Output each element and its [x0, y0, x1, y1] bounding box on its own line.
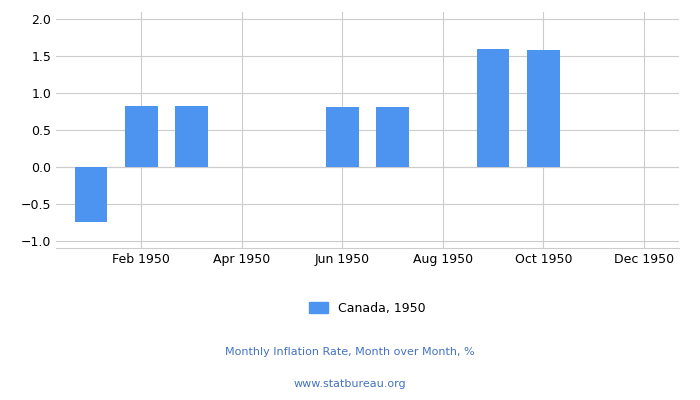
Bar	[377, 107, 409, 167]
Text: Monthly Inflation Rate, Month over Month, %: Monthly Inflation Rate, Month over Month…	[225, 347, 475, 357]
Bar	[477, 49, 510, 167]
Bar	[75, 167, 108, 222]
Legend: Canada, 1950: Canada, 1950	[304, 297, 430, 320]
Bar	[125, 106, 158, 167]
Bar	[326, 107, 358, 167]
Text: www.statbureau.org: www.statbureau.org	[294, 379, 406, 389]
Bar	[527, 50, 560, 167]
Bar	[175, 106, 208, 167]
